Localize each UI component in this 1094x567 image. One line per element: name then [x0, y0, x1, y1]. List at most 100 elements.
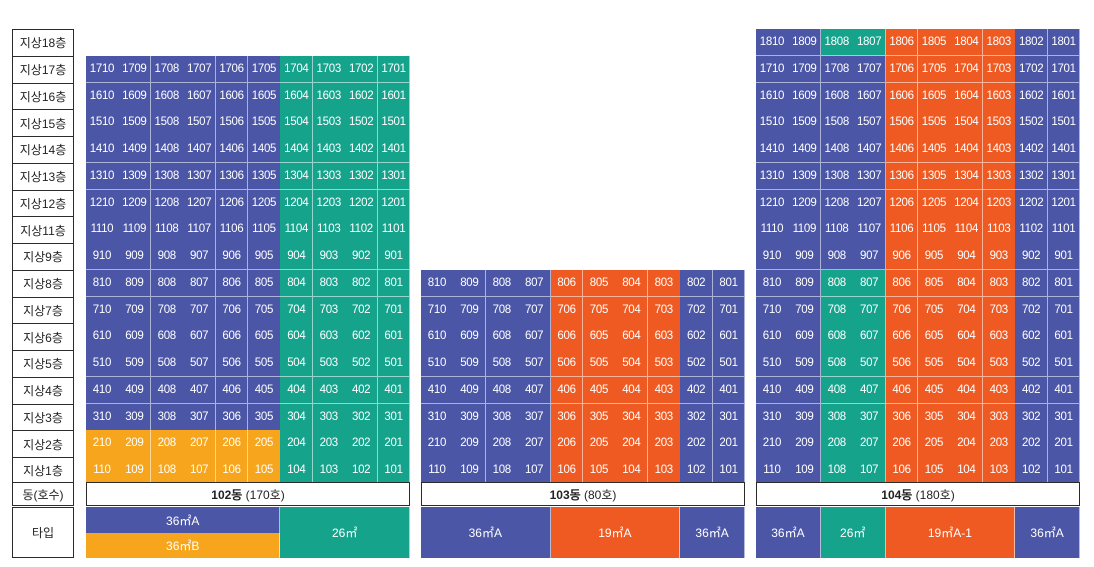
unit-cell: 507 [853, 350, 887, 378]
unit-cell: 807 [853, 269, 887, 297]
building-name-bold: 104동 [881, 487, 913, 502]
floor-label: 지상17층 [12, 55, 74, 84]
unit-cell: 305 [918, 403, 951, 431]
unit-cell: 303 [982, 403, 1016, 431]
unit-cell: 1301 [1047, 162, 1081, 190]
unit-cell: 1301 [377, 162, 411, 190]
unit-cell: 307 [518, 403, 552, 431]
unit-cell: 105 [918, 457, 951, 485]
unit-cell: 103 [647, 457, 681, 485]
unit-cell: 106 [550, 457, 584, 485]
unit-cell: 1508 [150, 109, 184, 137]
unit-cell: 502 [680, 350, 714, 378]
unit-cell: 406 [215, 376, 249, 404]
unit-cell: 1110 [756, 216, 789, 244]
unit-cell: 1501 [1047, 109, 1081, 137]
unit-cell: 408 [485, 376, 519, 404]
unit-cell: 1203 [312, 189, 346, 217]
unit-cell: 505 [918, 350, 951, 378]
unit-cell: 307 [853, 403, 887, 431]
unit-cell: 102 [345, 457, 379, 485]
unit-cell: 606 [885, 323, 919, 351]
unit-cell: 1210 [86, 189, 119, 217]
unit-cell: 808 [485, 269, 519, 297]
unit-cell: 309 [788, 403, 822, 431]
unit-cell: 504 [615, 350, 649, 378]
unit-cell: 401 [377, 376, 411, 404]
unit-cell: 1404 [950, 136, 984, 164]
unit-cell: 405 [248, 376, 281, 404]
unit-cell: 708 [485, 296, 519, 324]
unit-cell: 203 [647, 430, 681, 458]
unit-cell: 301 [1047, 403, 1081, 431]
unit-cell: 107 [518, 457, 552, 485]
unit-cell: 404 [615, 376, 649, 404]
unit-cell: 306 [885, 403, 919, 431]
unit-cell: 1107 [853, 216, 887, 244]
unit-cell: 1810 [756, 29, 789, 57]
unit-cell: 1609 [118, 82, 152, 110]
unit-cell: 209 [453, 430, 487, 458]
unit-cell: 802 [680, 269, 714, 297]
unit-cell: 1205 [248, 189, 281, 217]
unit-cell: 1708 [820, 55, 854, 83]
unit-cell: 207 [183, 430, 217, 458]
unit-cell: 309 [118, 403, 152, 431]
unit-cell: 601 [377, 323, 411, 351]
unit-cell: 107 [853, 457, 887, 485]
unit-cell: 306 [215, 403, 249, 431]
unit-cell: 101 [1047, 457, 1081, 485]
unit-cell: 610 [421, 323, 454, 351]
unit-cell: 1603 [312, 82, 346, 110]
unit-cell: 1209 [788, 189, 822, 217]
unit-cell: 1707 [853, 55, 887, 83]
unit-cell: 402 [680, 376, 714, 404]
type-label: 19㎡A [550, 507, 681, 558]
unit-cell: 703 [647, 296, 681, 324]
building-unit-count: (180호) [912, 487, 955, 502]
unit-cell: 1504 [950, 109, 984, 137]
unit-cell: 707 [518, 296, 552, 324]
unit-cell: 604 [950, 323, 984, 351]
unit-cell: 1308 [150, 162, 184, 190]
unit-cell: 508 [150, 350, 184, 378]
unit-cell: 1403 [312, 136, 346, 164]
unit-cell: 506 [550, 350, 584, 378]
unit-cell: 106 [215, 457, 249, 485]
unit-cell: 609 [118, 323, 152, 351]
unit-cell: 1410 [86, 136, 119, 164]
unit-cell: 1402 [1015, 136, 1049, 164]
building-name: 104동 (180호) [756, 482, 1080, 506]
unit-cell: 1201 [1047, 189, 1081, 217]
unit-cell: 510 [86, 350, 119, 378]
unit-cell: 1604 [280, 82, 314, 110]
type-label: 36㎡B [86, 533, 281, 558]
unit-cell: 1310 [86, 162, 119, 190]
floor-label: 지상4층 [12, 376, 74, 405]
unit-cell: 1207 [183, 189, 217, 217]
unit-cell: 1608 [820, 82, 854, 110]
unit-cell: 1809 [788, 29, 822, 57]
unit-cell: 205 [248, 430, 281, 458]
unit-cell: 304 [615, 403, 649, 431]
unit-cell: 1210 [756, 189, 789, 217]
unit-cell: 710 [421, 296, 454, 324]
unit-cell: 310 [756, 403, 789, 431]
unit-cell: 204 [615, 430, 649, 458]
unit-cell: 1406 [885, 136, 919, 164]
unit-cell: 310 [86, 403, 119, 431]
unit-cell: 701 [1047, 296, 1081, 324]
building-name-bold: 103동 [549, 487, 581, 502]
unit-cell: 608 [820, 323, 854, 351]
unit-cell: 403 [982, 376, 1016, 404]
unit-cell: 704 [280, 296, 314, 324]
unit-cell: 1610 [756, 82, 789, 110]
unit-cell: 501 [712, 350, 746, 378]
unit-cell: 910 [756, 243, 789, 271]
unit-cell: 308 [485, 403, 519, 431]
unit-cell: 210 [86, 430, 119, 458]
unit-cell: 1208 [150, 189, 184, 217]
unit-cell: 1101 [377, 216, 411, 244]
unit-cell: 607 [518, 323, 552, 351]
unit-cell: 1510 [86, 109, 119, 137]
